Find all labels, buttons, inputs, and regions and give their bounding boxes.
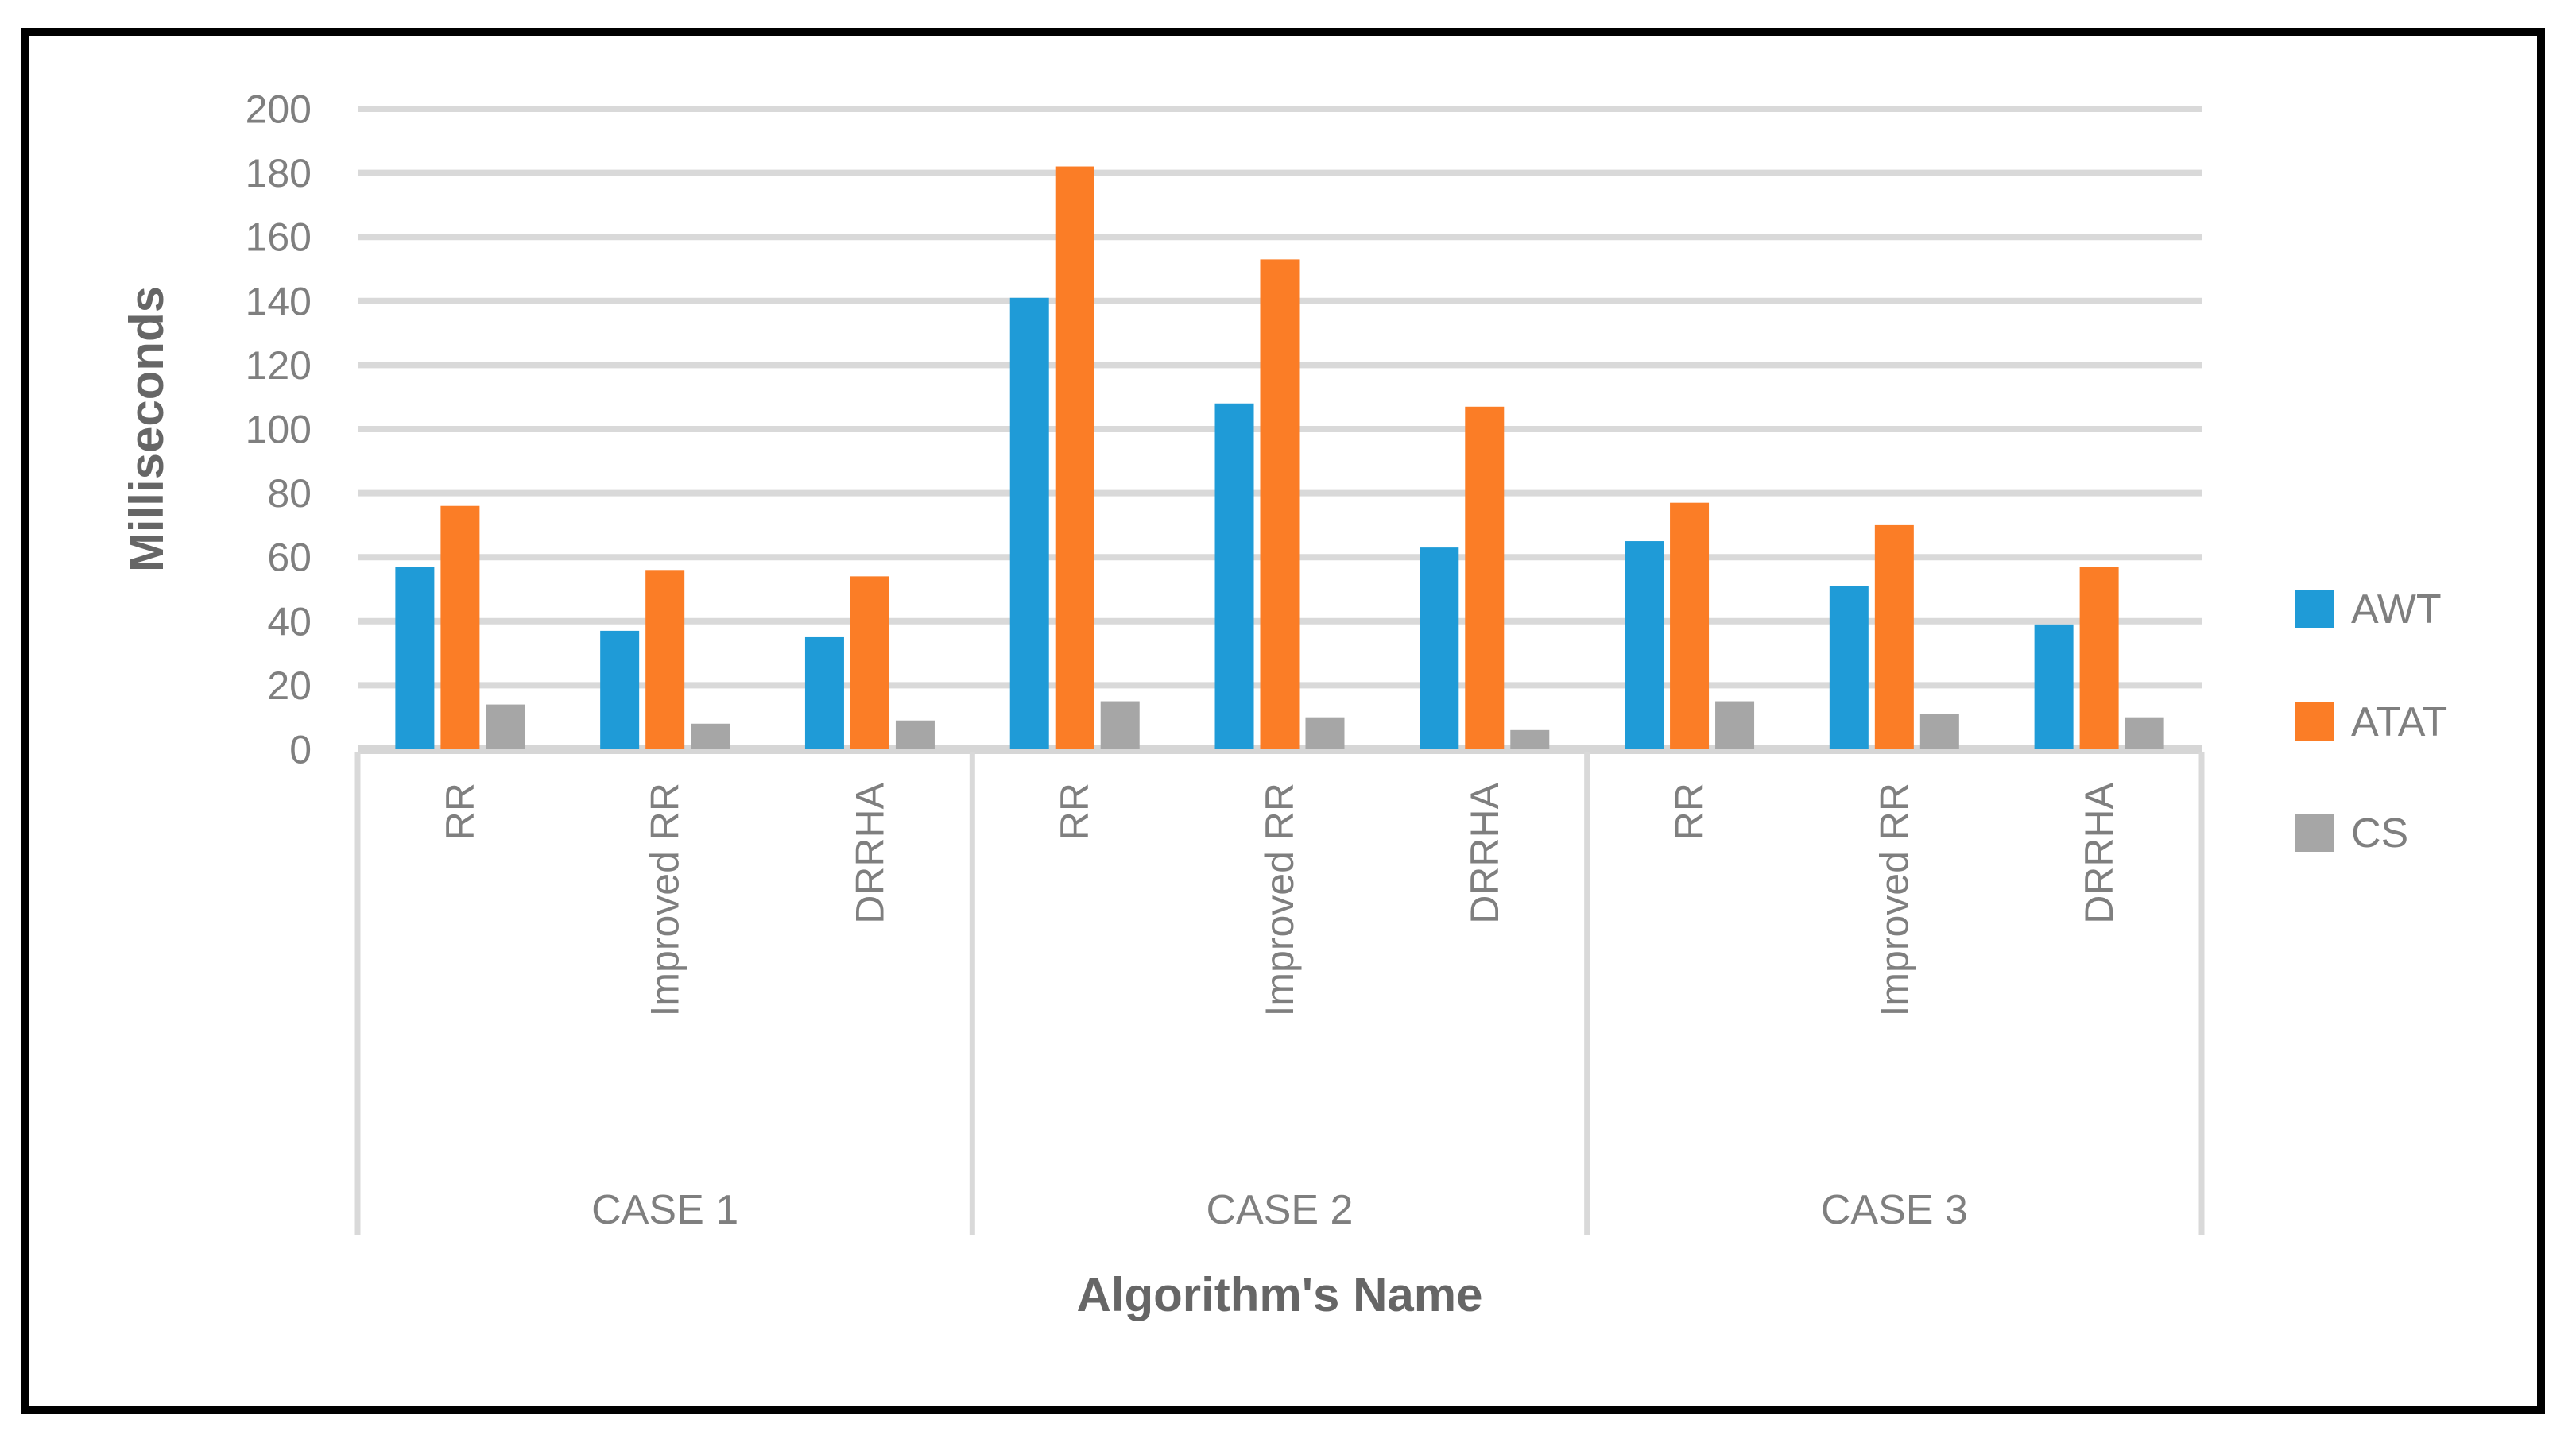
bars (395, 166, 2164, 750)
algorithm-label: RR (1668, 783, 1712, 840)
algorithm-label: RR (438, 783, 482, 840)
bar-atat-2 (850, 576, 889, 749)
bar-awt-3 (1009, 297, 1049, 749)
algorithm-label: DRRHA (2077, 782, 2121, 923)
y-tick-label: 20 (267, 663, 312, 708)
bar-cs-4 (1305, 717, 1345, 749)
y-tick-label: 0 (289, 728, 312, 772)
y-tick-label: 140 (246, 279, 312, 323)
legend-swatch-awt (2295, 590, 2334, 628)
bar-awt-0 (395, 567, 435, 749)
bar-atat-8 (2079, 567, 2119, 749)
bar-atat-1 (645, 570, 685, 749)
bar-atat-4 (1260, 259, 1300, 749)
bar-awt-1 (600, 630, 640, 749)
bar-atat-5 (1465, 406, 1505, 749)
y-axis-title: Milliseconds (120, 286, 173, 572)
legend-label-atat: ATAT (2351, 699, 2447, 745)
y-tick-label: 60 (267, 536, 312, 580)
legend-swatch-atat (2295, 702, 2334, 741)
case-label: CASE 3 (1821, 1187, 1968, 1233)
case-label: CASE 1 (591, 1187, 738, 1233)
case-label: CASE 2 (1207, 1187, 1354, 1233)
y-tick-label: 80 (267, 471, 312, 516)
legend: AWT ATAT CS (2295, 586, 2447, 857)
bar-cs-6 (1715, 701, 1755, 749)
legend-label-awt: AWT (2351, 586, 2442, 632)
bar-cs-1 (691, 723, 730, 749)
bar-atat-3 (1055, 166, 1094, 750)
bar-cs-3 (1100, 701, 1140, 749)
bar-cs-0 (486, 704, 525, 749)
bar-awt-6 (1625, 541, 1664, 749)
bar-cs-2 (895, 720, 935, 749)
y-axis-tick-labels: 0 20 40 60 80 100 120 140 160 180 200 (246, 87, 312, 772)
bar-cs-7 (1919, 714, 1959, 749)
bar-atat-0 (440, 505, 480, 749)
category-band-dividers (354, 752, 2205, 1235)
bar-awt-2 (804, 636, 844, 749)
y-tick-label: 100 (246, 408, 312, 452)
algorithm-label: Improved RR (1872, 783, 1916, 1017)
case-labels: CASE 1 CASE 2 CASE 3 (591, 1187, 1968, 1233)
y-tick-label: 160 (246, 215, 312, 260)
bar-atat-7 (1874, 524, 1914, 749)
legend-swatch-cs (2295, 814, 2334, 852)
bar-awt-4 (1214, 403, 1254, 749)
algorithm-label: DRRHA (1462, 782, 1507, 923)
bar-cs-5 (1510, 729, 1550, 749)
bar-awt-7 (1829, 586, 1869, 749)
y-tick-label: 180 (246, 151, 312, 195)
algorithm-label: RR (1052, 783, 1097, 840)
y-tick-label: 120 (246, 343, 312, 388)
algorithm-label: Improved RR (643, 783, 688, 1017)
bar-awt-8 (2034, 624, 2074, 749)
x-axis-title: Algorithm's Name (1076, 1268, 1482, 1321)
algorithm-label: Improved RR (1257, 783, 1302, 1017)
algorithm-label: DRRHA (847, 782, 892, 923)
bar-atat-6 (1670, 502, 1710, 749)
y-tick-label: 200 (246, 87, 312, 132)
legend-label-cs: CS (2351, 810, 2408, 857)
bar-cs-8 (2125, 717, 2164, 749)
bar-awt-5 (1420, 547, 1459, 749)
algorithm-labels: RR Improved RR DRRHA RR Improved RR DRRHA RR Im… (438, 782, 2121, 1016)
y-tick-label: 40 (267, 599, 312, 644)
